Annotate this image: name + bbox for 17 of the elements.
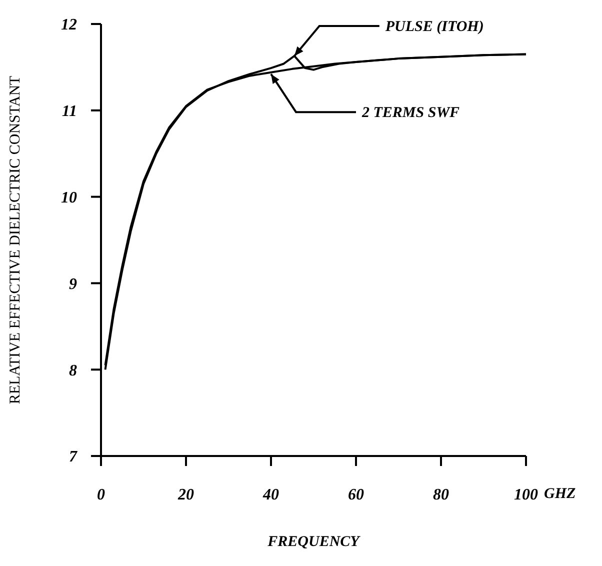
annotation: PULSE (ITOH) [385,18,484,35]
x-tick-label: 40 [262,486,279,504]
y-axis-title: RELATIVE EFFECTIVE DIELECTRIC CONSTANT [7,76,24,404]
x-axis-title: FREQUENCY [266,534,362,550]
text: GHZ [544,486,576,502]
x-tick-label: 0 [97,486,105,504]
annotation: 2 TERMS SWF [361,105,460,122]
x-tick-label: 60 [348,486,364,504]
y-tick-label: 11 [62,103,77,120]
y-tick-label: 10 [61,189,77,206]
y-tick-label: 7 [69,448,78,466]
y-tick-label: 9 [69,276,77,293]
y-tick-label: 8 [69,362,77,380]
y-tick-label: 12 [61,16,77,34]
x-tick-label: 100 [514,486,538,504]
x-tick-label: 80 [433,486,449,504]
x-tick-label: 20 [177,486,194,504]
